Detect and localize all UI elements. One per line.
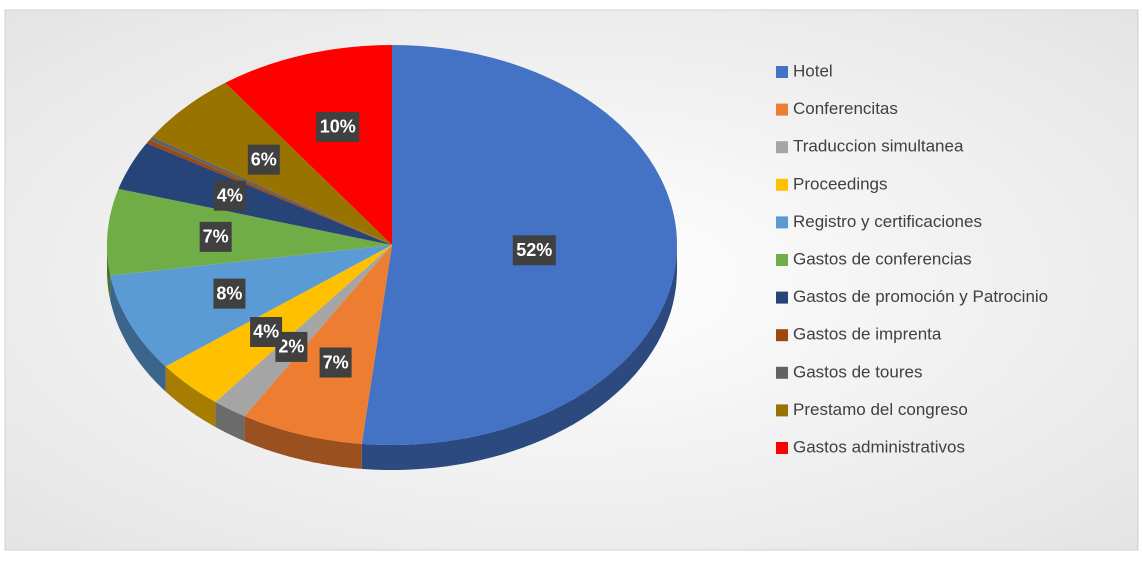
legend-swatch	[776, 178, 788, 191]
slice	[244, 245, 392, 444]
data-label: 10%	[320, 117, 356, 137]
data-label: 52%	[516, 240, 552, 260]
legend-swatch	[776, 291, 788, 304]
slice-side	[244, 416, 362, 469]
legend-swatch	[776, 366, 788, 379]
legend-swatch	[776, 141, 788, 154]
legend-swatch	[776, 442, 788, 454]
slice-side-shade	[110, 275, 166, 392]
legend-label: Prestamo del congreso	[793, 400, 968, 419]
data-label-box	[213, 278, 246, 309]
slice	[146, 140, 392, 245]
slice-side-shade	[165, 366, 216, 427]
data-label-box	[250, 316, 283, 347]
legend-swatch	[776, 254, 788, 266]
slice	[110, 245, 393, 367]
legend-label: Gastos de conferencias	[793, 249, 972, 268]
data-label: 7%	[203, 227, 229, 247]
slice-side-shade	[107, 245, 111, 301]
data-label-box	[319, 347, 352, 378]
slice-side	[165, 366, 216, 427]
legend-swatch	[776, 103, 788, 116]
legend-label: Traduccion simultanea	[793, 137, 964, 156]
legend-label: Gastos de toures	[793, 362, 922, 381]
slice-side	[110, 275, 166, 392]
legend-swatch	[776, 66, 788, 78]
slice-side	[107, 245, 111, 301]
legend-label: Registro y certificaciones	[793, 212, 982, 231]
legend-swatch	[776, 404, 788, 417]
slice	[107, 188, 392, 276]
data-label-box	[199, 221, 232, 252]
legend-swatch	[776, 329, 788, 342]
slice-side	[215, 402, 245, 442]
slice-side	[361, 245, 677, 470]
data-label-box	[512, 235, 556, 266]
data-label-box	[316, 111, 360, 142]
legend-label: Gastos de imprenta	[793, 325, 942, 344]
slice-side-shade	[361, 245, 677, 470]
legend-label: Conferencitas	[793, 99, 898, 118]
data-label-box	[247, 144, 280, 175]
data-label: 2%	[278, 337, 304, 357]
data-label: 4%	[217, 185, 243, 205]
slice-side-shade	[215, 402, 245, 442]
slice	[149, 136, 392, 245]
legend-label: Hotel	[793, 61, 833, 80]
data-label: 8%	[216, 283, 242, 303]
slice-side-shade	[244, 416, 362, 469]
legend-label: Gastos de promoción y Patrocinio	[793, 287, 1048, 306]
legend-label: Proceedings	[793, 174, 888, 193]
data-label: 6%	[251, 149, 277, 169]
data-label-box	[213, 180, 246, 211]
legend-label: Gastos administrativos	[793, 437, 965, 456]
slice	[225, 45, 392, 245]
legend-swatch	[776, 216, 788, 229]
data-label: 4%	[253, 322, 279, 342]
slice	[215, 245, 392, 417]
slice	[118, 143, 393, 245]
data-label: 7%	[323, 352, 349, 372]
